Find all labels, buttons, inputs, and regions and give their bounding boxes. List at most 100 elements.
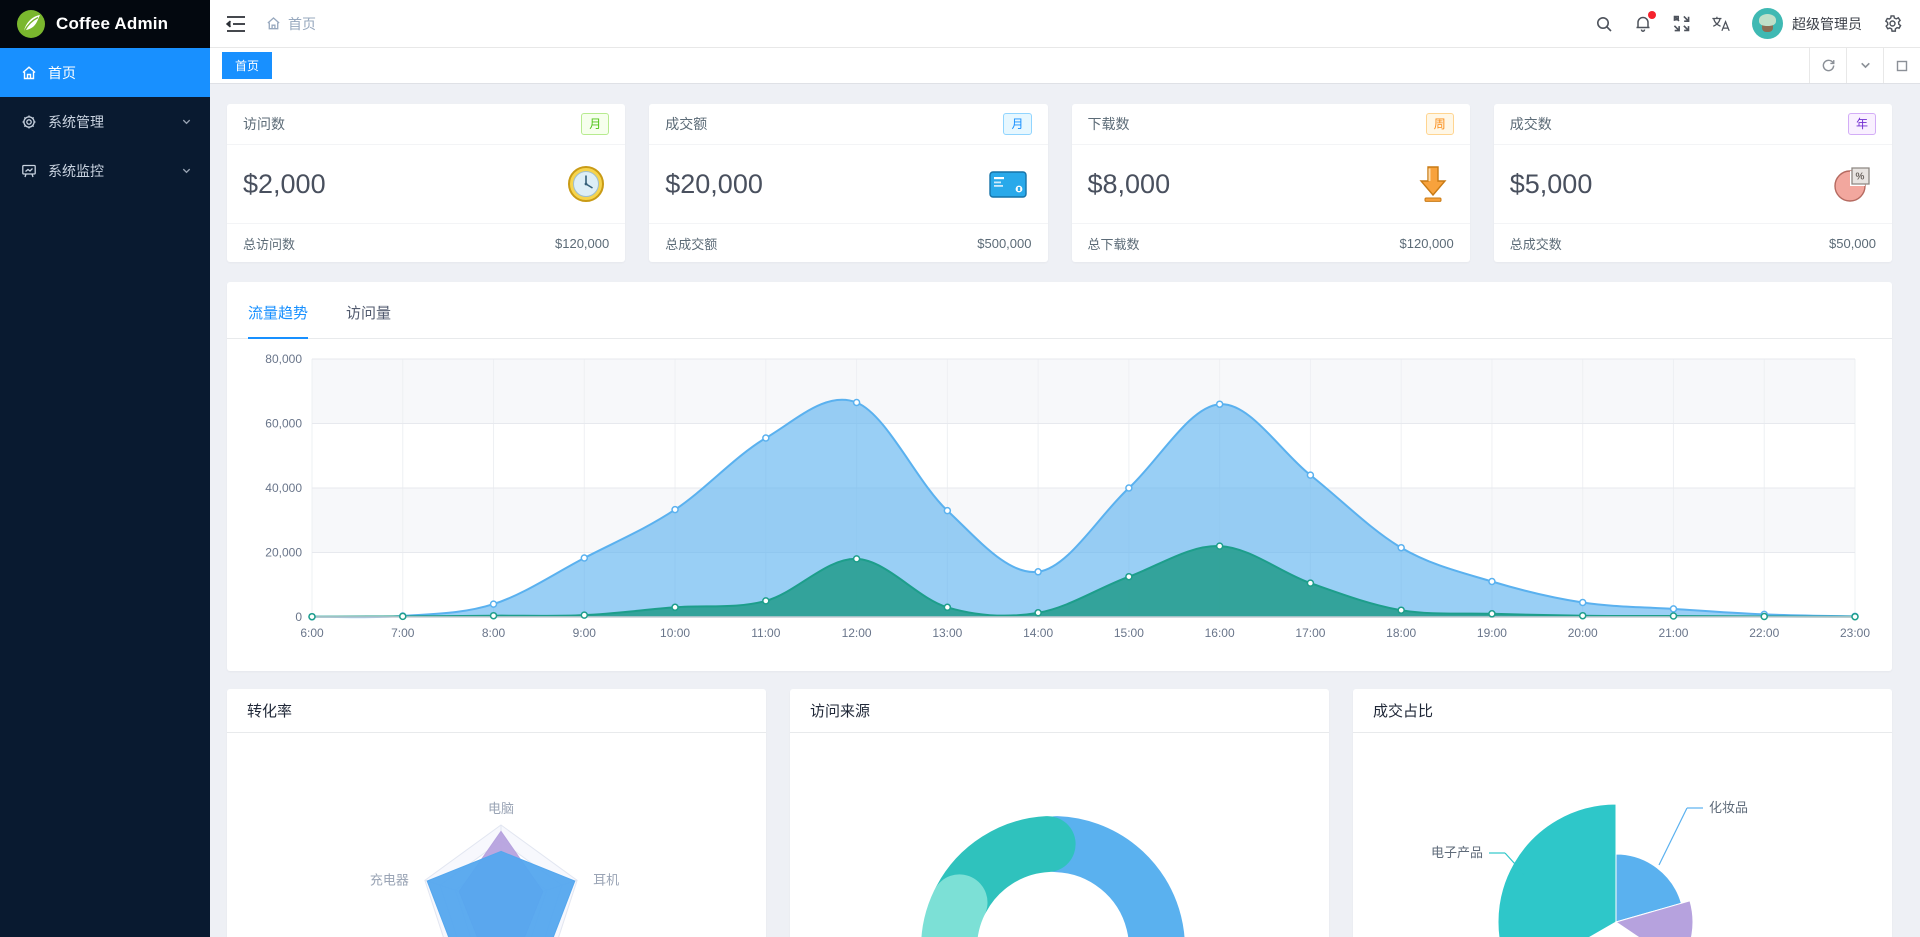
sidebar-item-system-management[interactable]: 系统管理 — [0, 97, 210, 146]
chevron-down-icon — [181, 163, 192, 179]
settings-gear-icon[interactable] — [1883, 14, 1902, 33]
search-icon[interactable] — [1595, 15, 1613, 33]
svg-text:20:00: 20:00 — [1568, 626, 1598, 640]
svg-text:电脑: 电脑 — [488, 801, 514, 816]
stat-card-deals: 成交数 年 $5,000 % — [1493, 104, 1892, 262]
stat-cards-row: 访问数 月 $2,000 — [227, 104, 1892, 262]
sidebar-menu: 首页 系统管理 — [0, 48, 210, 195]
svg-text:13:00: 13:00 — [932, 626, 962, 640]
notification-bell-icon[interactable] — [1634, 11, 1656, 33]
stat-footer-value: $500,000 — [977, 235, 1032, 251]
stat-footer-label: 总访问数 — [243, 236, 296, 252]
stat-value: $20,000 — [665, 168, 763, 199]
stat-footer-label: 总成交数 — [1509, 236, 1562, 252]
svg-text:23:00: 23:00 — [1840, 626, 1870, 640]
svg-text:7:00: 7:00 — [391, 626, 415, 640]
card-title: 访问来源 — [790, 689, 1329, 733]
svg-text:12:00: 12:00 — [842, 626, 872, 640]
maximize-icon[interactable] — [1883, 48, 1920, 83]
tab-traffic-trend[interactable]: 流量趋势 — [248, 302, 309, 339]
stat-value: $2,000 — [243, 168, 326, 199]
gear-icon — [20, 113, 37, 130]
content: 访问数 月 $2,000 — [210, 84, 1920, 937]
stat-card-visits: 访问数 月 $2,000 — [227, 104, 626, 262]
svg-text:8:00: 8:00 — [482, 626, 506, 640]
card-title: 转化率 — [227, 689, 766, 733]
deal-share-card: 成交占比 电子产品 化妆品 — [1353, 689, 1892, 937]
stat-footer-value: $120,000 — [555, 235, 610, 251]
period-badge: 月 — [1003, 113, 1032, 135]
stat-value: $8,000 — [1087, 168, 1171, 199]
app-title: Coffee Admin — [56, 14, 169, 33]
svg-text:耳机: 耳机 — [593, 872, 619, 887]
page-tabs-bar: 首页 — [210, 48, 1920, 84]
sidebar-item-label: 系统管理 — [48, 113, 104, 130]
svg-text:40,000: 40,000 — [265, 481, 302, 495]
stat-card-title: 访问数 — [243, 116, 285, 132]
visit-source-donut-chart — [921, 816, 1185, 937]
svg-text:16:00: 16:00 — [1205, 626, 1235, 640]
svg-text:22:00: 22:00 — [1749, 626, 1779, 640]
credit-card-icon — [986, 166, 1030, 202]
svg-text:11:00: 11:00 — [751, 626, 780, 640]
traffic-trend-card: 流量趋势 访问量 0 20,000 40,000 60,000 80,000 6:00 7:… — [227, 282, 1892, 671]
svg-text:电子产品: 电子产品 — [1431, 845, 1483, 860]
svg-text:充电器: 充电器 — [370, 872, 409, 887]
visit-source-card: 访问来源 — [790, 689, 1329, 937]
svg-text:60,000: 60,000 — [265, 417, 302, 431]
svg-text:0: 0 — [295, 610, 302, 624]
svg-text:18:00: 18:00 — [1386, 626, 1416, 640]
sidebar-item-label: 系统监控 — [48, 162, 104, 179]
conversion-rate-card: 转化率 电脑耳机 充电器 — [227, 689, 766, 937]
stat-value: $5,000 — [1509, 168, 1593, 199]
tab-visit-volume[interactable]: 访问量 — [346, 305, 392, 322]
svg-text:17:00: 17:00 — [1295, 626, 1325, 640]
breadcrumb[interactable]: 首页 — [266, 14, 316, 34]
translate-icon[interactable] — [1711, 15, 1731, 33]
home-icon — [20, 64, 37, 81]
main-area: 首页 — [210, 0, 1920, 937]
app-logo: Coffee Admin — [0, 0, 210, 48]
trend-tabs: 流量趋势 访问量 — [227, 282, 1892, 339]
username-label[interactable]: 超级管理员 — [1792, 15, 1862, 32]
card-title: 成交占比 — [1353, 689, 1892, 733]
stat-card-title: 成交数 — [1509, 116, 1552, 132]
sidebar-item-home[interactable]: 首页 — [0, 48, 210, 97]
period-badge: 周 — [1425, 113, 1454, 135]
deal-share-rose-chart: 电子产品 化妆品 — [1431, 800, 1748, 937]
clock-icon — [565, 163, 607, 205]
stat-card-title: 下载数 — [1087, 116, 1130, 132]
svg-text:21:00: 21:00 — [1658, 626, 1688, 640]
fullscreen-icon[interactable] — [1673, 15, 1690, 32]
chevron-down-icon[interactable] — [1846, 48, 1883, 83]
svg-text:9:00: 9:00 — [573, 626, 597, 640]
tabs-controls — [1809, 48, 1920, 83]
download-icon — [1414, 163, 1452, 205]
user-avatar[interactable] — [1752, 8, 1783, 39]
svg-text:6:00: 6:00 — [300, 626, 324, 640]
bottom-cards-row: 转化率 电脑耳机 充电器 访问来源 成交占比 电子产品 化妆品 — [227, 689, 1892, 937]
stat-footer-label: 总成交额 — [665, 236, 718, 252]
svg-text:化妆品: 化妆品 — [1709, 800, 1748, 815]
stat-card-turnover: 成交额 月 $20,000 — [649, 104, 1048, 262]
svg-text:19:00: 19:00 — [1477, 626, 1507, 640]
sidebar-collapse-icon[interactable] — [226, 15, 246, 33]
svg-text:15:00: 15:00 — [1114, 626, 1144, 640]
stat-footer-value: $120,000 — [1399, 235, 1454, 251]
period-badge: 年 — [1847, 113, 1876, 135]
svg-text:%: % — [1856, 172, 1865, 183]
sidebar-item-system-monitor[interactable]: 系统监控 — [0, 146, 210, 195]
topbar-actions: 超级管理员 — [1595, 8, 1902, 39]
stat-footer-label: 总下载数 — [1087, 236, 1140, 252]
traffic-trend-chart: 0 20,000 40,000 60,000 80,000 6:00 7:00 8:00 9:0… — [265, 352, 1870, 640]
notification-badge-dot — [1648, 11, 1656, 19]
refresh-icon[interactable] — [1809, 48, 1846, 83]
leaf-logo-icon — [16, 9, 46, 39]
pie-chart-icon: % — [1830, 163, 1874, 205]
svg-text:20,000: 20,000 — [265, 546, 302, 560]
breadcrumb-home: 首页 — [288, 15, 316, 32]
stat-card-downloads: 下载数 周 $8,000 — [1071, 104, 1470, 262]
tab-home[interactable]: 首页 — [222, 52, 273, 79]
